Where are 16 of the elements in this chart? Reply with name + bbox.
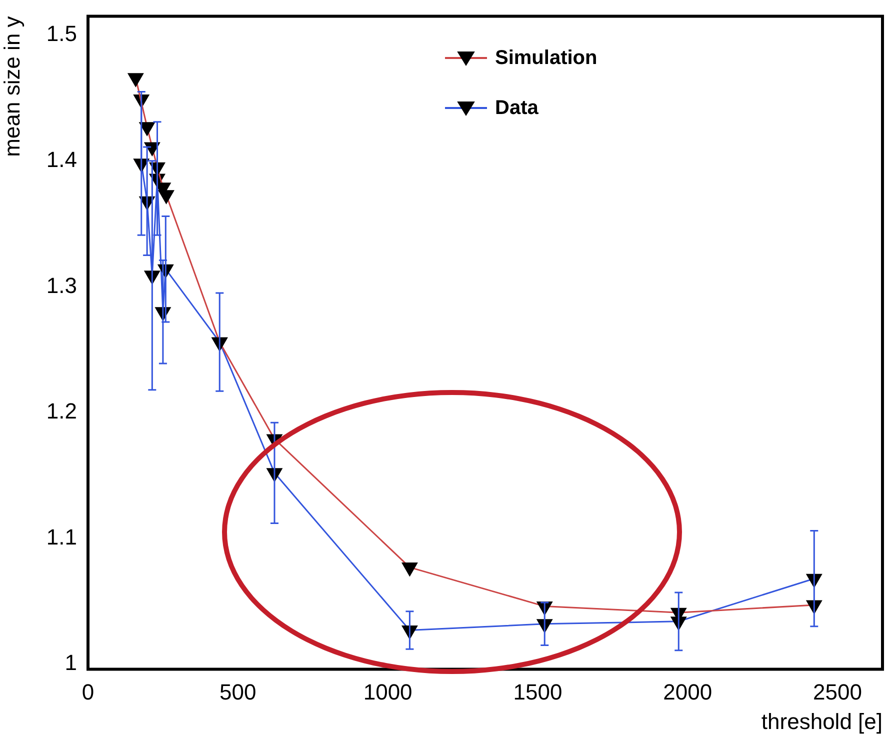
- x-tick-label: 2500: [813, 679, 862, 704]
- y-tick-label: 1.2: [46, 398, 77, 424]
- y-tick-label: 1.4: [46, 146, 77, 172]
- x-tick-label: 2000: [663, 679, 712, 704]
- x-tick-label: 1000: [363, 679, 412, 704]
- y-tick-label: 1.5: [46, 21, 77, 46]
- y-tick-label: 1: [64, 650, 77, 676]
- y-tick-label: 1.3: [46, 272, 77, 298]
- x-tick-label: 1500: [513, 679, 562, 704]
- legend-label: Simulation: [495, 46, 598, 70]
- x-axis-title: threshold [e]: [761, 708, 882, 734]
- legend-label: Data: [495, 96, 538, 120]
- x-tick-label: 0: [82, 679, 94, 704]
- y-axis-title: mean size in y: [0, 16, 24, 157]
- x-tick-label: 500: [220, 679, 256, 704]
- y-tick-label: 1.1: [46, 524, 77, 550]
